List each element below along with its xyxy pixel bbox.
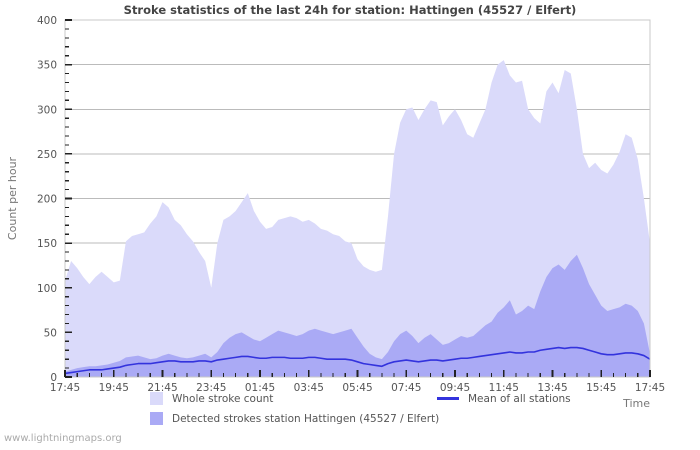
- svg-text:19:45: 19:45: [99, 382, 129, 394]
- legend-item-mean-all-stations: Mean of all stations: [437, 390, 657, 407]
- chart-legend: Whole stroke count Detected strokes stat…: [0, 390, 700, 430]
- svg-text:100: 100: [37, 283, 57, 295]
- watermark-text: www.lightningmaps.org: [4, 433, 122, 444]
- svg-text:07:45: 07:45: [391, 382, 421, 394]
- legend-label-whole: Whole stroke count: [172, 392, 274, 405]
- x-axis-title: Time: [622, 397, 650, 410]
- svg-text:23:45: 23:45: [196, 382, 226, 394]
- svg-text:21:45: 21:45: [147, 382, 177, 394]
- svg-text:400: 400: [37, 15, 57, 27]
- svg-text:200: 200: [37, 194, 57, 206]
- legend-item-detected-strokes: Detected strokes station Hattingen (4552…: [150, 410, 440, 427]
- y-axis-ticks: [65, 19, 72, 378]
- x-axis-ticks: [64, 370, 651, 377]
- svg-text:13:45: 13:45: [537, 382, 567, 394]
- series-area-whole-stroke-count: [65, 60, 650, 377]
- svg-text:250: 250: [37, 149, 57, 161]
- svg-text:50: 50: [44, 327, 57, 339]
- chart-title: Stroke statistics of the last 24h for st…: [123, 3, 577, 17]
- legend-column-left: Whole stroke count Detected strokes stat…: [150, 390, 440, 430]
- y-axis-title: Count per hour: [6, 156, 19, 240]
- svg-text:0: 0: [50, 372, 57, 384]
- series-line-mean-of-all-stations: [64, 346, 651, 375]
- legend-swatch-icon-detected: [150, 412, 163, 425]
- y-axis-tick-labels: 0 50 100 150 200 250 300 350 400: [37, 15, 57, 384]
- svg-text:05:45: 05:45: [342, 382, 372, 394]
- svg-text:300: 300: [37, 104, 57, 116]
- legend-swatch-icon-whole: [150, 392, 163, 405]
- svg-text:350: 350: [37, 60, 57, 72]
- svg-text:09:45: 09:45: [440, 382, 470, 394]
- legend-line-icon-mean: [437, 397, 459, 400]
- svg-text:01:45: 01:45: [245, 382, 275, 394]
- series-area-detected-strokes: [65, 254, 650, 377]
- svg-text:11:45: 11:45: [489, 382, 519, 394]
- svg-text:17:45: 17:45: [635, 382, 665, 394]
- svg-text:17:45: 17:45: [50, 382, 80, 394]
- legend-label-detected: Detected strokes station Hattingen (4552…: [172, 412, 440, 425]
- x-axis-tick-labels: 17:45 19:45 21:45 23:45 01:45 03:45 05:45 07:45…: [50, 382, 665, 394]
- svg-text:03:45: 03:45: [294, 382, 324, 394]
- svg-text:150: 150: [37, 238, 57, 250]
- legend-label-mean: Mean of all stations: [468, 392, 571, 405]
- svg-text:15:45: 15:45: [586, 382, 616, 394]
- legend-column-right: Mean of all stations: [437, 390, 657, 410]
- legend-item-whole-stroke-count: Whole stroke count: [150, 390, 440, 407]
